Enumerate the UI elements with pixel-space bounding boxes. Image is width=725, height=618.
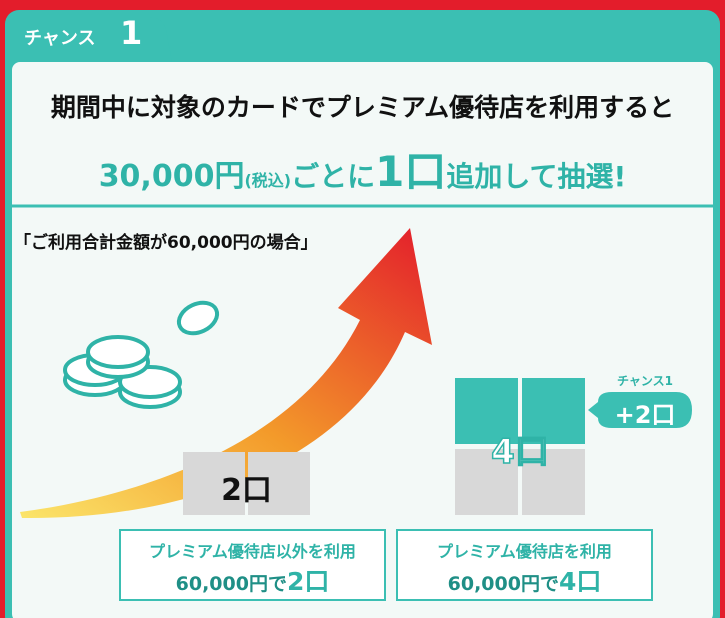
- per: ごとに: [291, 160, 375, 193]
- caption-units: 4口: [559, 567, 601, 596]
- right-caption-line1: プレミアム優待店を利用: [397, 538, 652, 562]
- headline: 期間中に対象のカードでプレミアム優待店を利用すると: [0, 88, 725, 124]
- caption-amount: 60,000円で: [176, 573, 287, 595]
- page: チャンス 1 期間中に対象のカードでプレミアム優待店を利用すると 30,000円…: [0, 0, 725, 618]
- caption-units: 2口: [287, 567, 329, 596]
- bubble-label: +2口: [598, 395, 692, 430]
- rest: 追加して抽選!: [446, 160, 626, 193]
- tab-label: チャンス: [24, 24, 95, 50]
- right-grid-label: 4口: [455, 424, 585, 473]
- amount: 30,000円: [99, 159, 245, 194]
- left-caption-line2: 60,000円で2口: [120, 562, 385, 598]
- right-caption-line2: 60,000円で4口: [397, 562, 652, 598]
- bubble-title: チャンス1: [598, 372, 692, 389]
- left-caption-line1: プレミアム優待店以外を利用: [120, 538, 385, 562]
- tax: (税込): [244, 171, 291, 190]
- tab-number: 1: [120, 14, 142, 52]
- example-note: 「ご利用合計金額が60,000円の場合」: [14, 228, 318, 253]
- left-grid-label: 2口: [183, 465, 310, 509]
- caption-amount: 60,000円で: [448, 573, 559, 595]
- units: 1口: [375, 147, 446, 196]
- subline: 30,000円(税込)ごとに1口追加して抽選!: [0, 138, 725, 199]
